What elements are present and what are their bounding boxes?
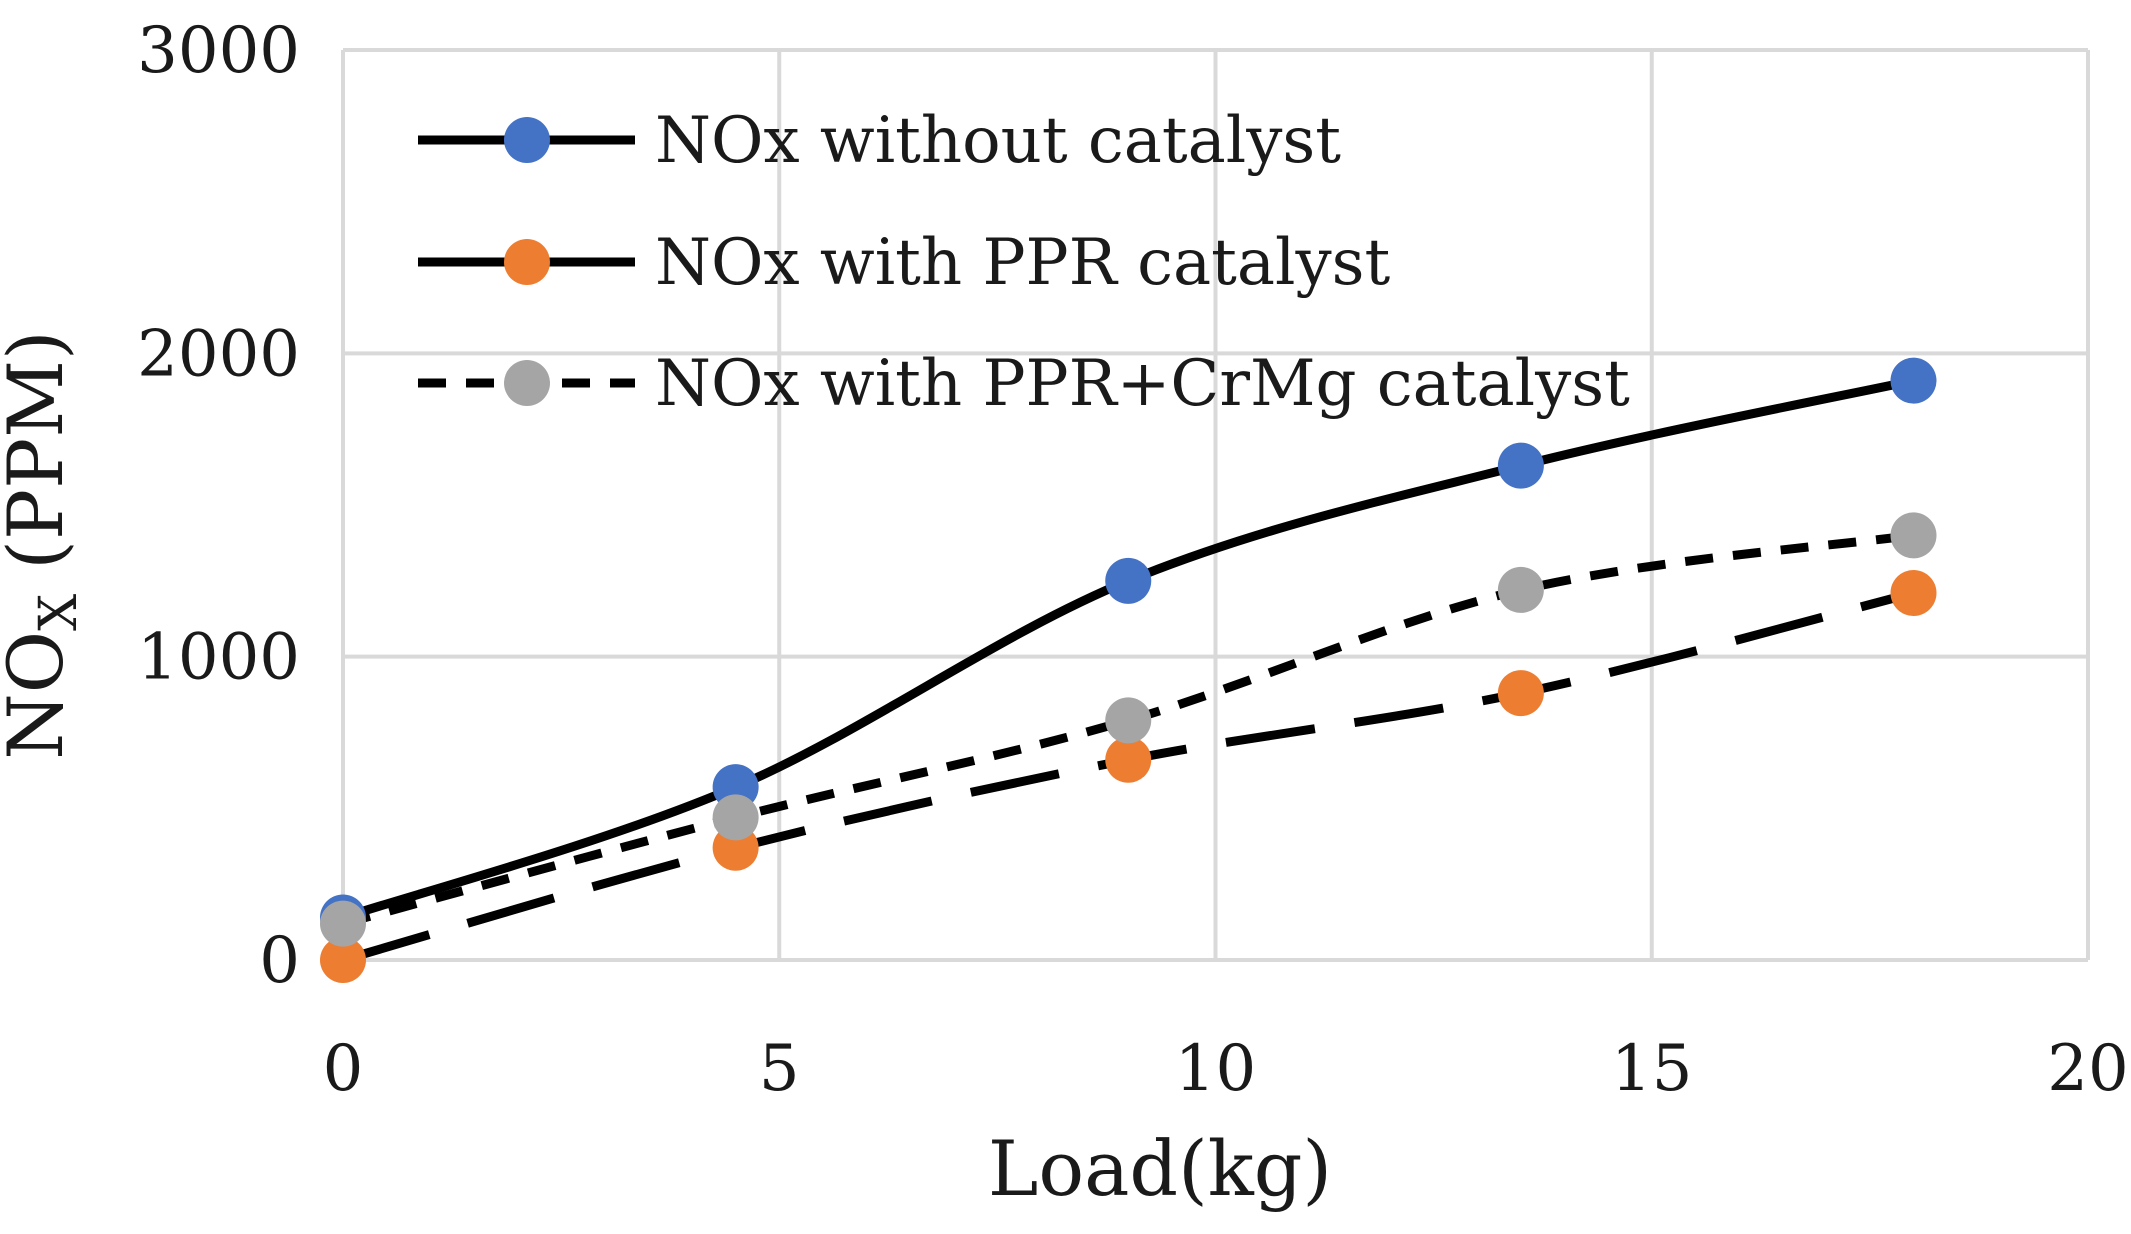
series-3-point — [1105, 697, 1152, 744]
series-3-point — [320, 900, 366, 947]
x-tick-label: 0 — [323, 1032, 364, 1106]
y-axis-title-main: NO — [0, 631, 80, 760]
legend-label-1: NOx without catalyst — [655, 104, 1341, 178]
series-1-point — [1105, 557, 1152, 604]
series-markers — [320, 357, 1937, 983]
y-axis-title-unit: (PPM) — [0, 330, 80, 594]
legend: NOx without catalyst NOx with PPR catalys… — [418, 104, 1630, 421]
series-line-3 — [341, 530, 1915, 928]
y-tick-label: 2000 — [137, 317, 300, 391]
y-tick-label: 3000 — [137, 14, 300, 88]
series-lines — [341, 376, 1915, 965]
gridlines — [341, 48, 2090, 962]
y-axis-title: NOX (PPM) — [0, 330, 89, 759]
legend-marker-2 — [504, 239, 550, 285]
x-tick-label: 10 — [1175, 1032, 1256, 1106]
x-axis-title: Load(kg) — [988, 1124, 1332, 1213]
legend-marker-3 — [504, 360, 550, 406]
x-tick-label: 15 — [1611, 1032, 1692, 1106]
series-1-point — [1890, 357, 1937, 404]
series-3-point — [1497, 566, 1544, 613]
x-tick-label: 5 — [759, 1032, 800, 1106]
x-tick-label: 20 — [2047, 1032, 2128, 1106]
legend-label-3: NOx with PPR+CrMg catalyst — [655, 347, 1630, 421]
series-line-1 — [341, 376, 1915, 922]
legend-marker-1 — [504, 117, 550, 163]
series-1-point — [1497, 442, 1544, 489]
svg-text:NOX (PPM): NOX (PPM) — [0, 330, 89, 759]
legend-label-2: NOx with PPR catalyst — [655, 226, 1390, 300]
y-tick-label: 1000 — [137, 621, 300, 695]
axis-tick-labels: 0 5 10 15 20 0 1000 2000 3000 — [137, 14, 2129, 1106]
series-2-point — [1105, 736, 1152, 783]
series-3-point — [1890, 512, 1937, 559]
series-2-point — [320, 937, 366, 983]
series-3-point — [712, 794, 759, 841]
series-2-point — [1497, 670, 1544, 717]
y-tick-label: 0 — [259, 924, 300, 998]
y-axis-title-subscript: X — [29, 594, 89, 631]
series-2-point — [1890, 569, 1937, 616]
